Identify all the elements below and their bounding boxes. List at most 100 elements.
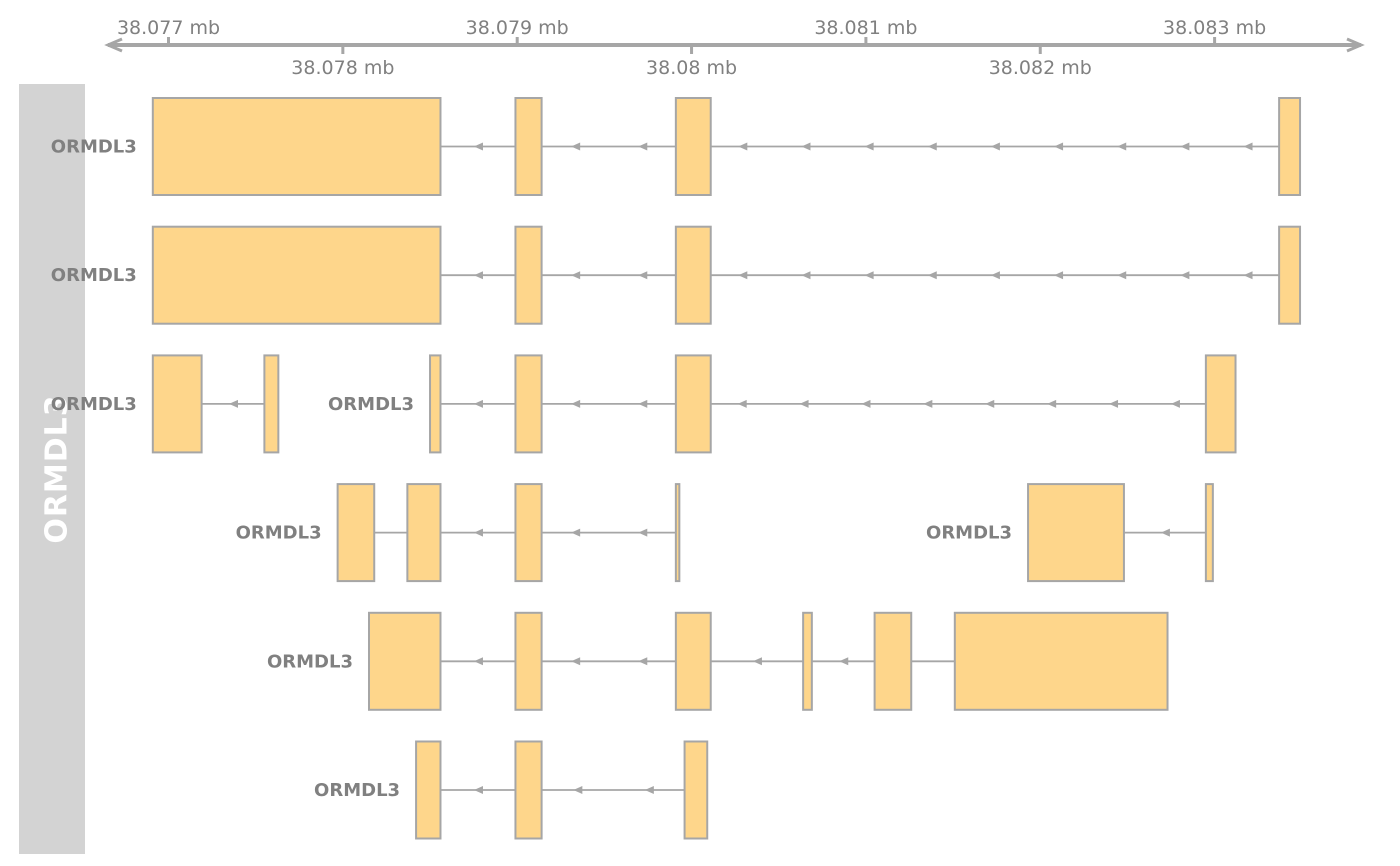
strand-arrow-icon bbox=[737, 399, 747, 408]
transcript: ORMDL3 bbox=[51, 225, 1302, 325]
strand-arrow-icon bbox=[473, 528, 483, 537]
strand-arrow-icon bbox=[473, 399, 483, 408]
transcript-label: ORMDL3 bbox=[236, 523, 322, 544]
strand-arrow-icon bbox=[985, 399, 995, 408]
strand-arrow-icon bbox=[473, 786, 483, 794]
track-title-panel: ORMDL3 bbox=[19, 84, 85, 854]
exon bbox=[1278, 97, 1302, 196]
exon bbox=[674, 97, 712, 196]
exon bbox=[514, 97, 543, 196]
axis-tick-label: 38.078 mb bbox=[291, 57, 394, 79]
strand-arrow-icon bbox=[638, 271, 648, 280]
strand-arrow-icon bbox=[571, 657, 581, 666]
transcript: ORMDL3 bbox=[236, 483, 681, 583]
exon bbox=[674, 225, 712, 325]
exon bbox=[151, 354, 203, 454]
transcript-label: ORMDL3 bbox=[51, 137, 137, 158]
transcript-label: ORMDL3 bbox=[926, 523, 1012, 544]
exon bbox=[514, 354, 543, 454]
exon bbox=[151, 225, 442, 325]
strand-arrow-icon bbox=[927, 271, 937, 280]
strand-arrow-icon bbox=[473, 271, 483, 280]
strand-arrow-icon bbox=[801, 271, 811, 280]
strand-arrow-icon bbox=[638, 657, 648, 666]
strand-arrow-icon bbox=[1047, 399, 1057, 408]
exon bbox=[802, 611, 813, 711]
strand-arrow-icon bbox=[571, 399, 581, 408]
strand-arrow-icon bbox=[1117, 271, 1127, 280]
genome-axis: 38.077 mb 38.078 mb 38.079 mb 38.08 mb 38.08… bbox=[104, 17, 1365, 79]
transcript: ORMDL3 bbox=[328, 354, 1237, 454]
axis-tick-label: 38.083 mb bbox=[1163, 17, 1266, 39]
exon bbox=[1204, 483, 1214, 583]
exon bbox=[683, 740, 709, 840]
axis-tick-label: 38.077 mb bbox=[117, 17, 220, 39]
exon bbox=[1204, 354, 1237, 454]
strand-arrow-icon bbox=[927, 142, 937, 151]
strand-arrow-icon bbox=[1117, 142, 1127, 151]
transcript-label: ORMDL3 bbox=[328, 394, 414, 415]
strand-arrow-icon bbox=[990, 142, 1000, 151]
axis-tick-label: 38.079 mb bbox=[466, 17, 569, 39]
track-title-background bbox=[19, 84, 85, 854]
exon bbox=[406, 483, 442, 583]
strand-arrow-icon bbox=[864, 271, 874, 280]
exon bbox=[674, 611, 712, 711]
strand-arrow-icon bbox=[861, 399, 871, 408]
strand-arrow-icon bbox=[990, 271, 1000, 280]
strand-arrow-icon bbox=[644, 786, 654, 794]
track-title: ORMDL3 bbox=[40, 394, 75, 543]
exon bbox=[1278, 225, 1302, 325]
axis-tick-label: 38.081 mb bbox=[814, 17, 917, 39]
strand-arrow-icon bbox=[1160, 528, 1170, 537]
exon bbox=[336, 483, 376, 583]
transcript-label: ORMDL3 bbox=[51, 265, 137, 286]
transcript-label: ORMDL3 bbox=[51, 394, 137, 415]
strand-arrow-icon bbox=[864, 142, 874, 151]
transcript: ORMDL3 bbox=[926, 483, 1214, 583]
exon bbox=[873, 611, 913, 711]
transcript: ORMDL3 bbox=[314, 740, 709, 840]
strand-arrow-icon bbox=[1243, 271, 1253, 280]
strand-arrow-icon bbox=[1170, 399, 1180, 408]
strand-arrow-icon bbox=[229, 399, 239, 408]
transcript: ORMDL3 bbox=[267, 611, 1169, 711]
strand-arrow-icon bbox=[799, 399, 809, 408]
strand-arrow-icon bbox=[571, 271, 581, 280]
transcript-label: ORMDL3 bbox=[267, 651, 353, 672]
strand-arrow-icon bbox=[473, 142, 483, 151]
strand-arrow-icon bbox=[571, 528, 581, 537]
transcript-list: ORMDL3 ORMDL3 ORMDL3 ORMDL3 ORMDL3 ORMDL3 ORMD… bbox=[51, 97, 1302, 840]
strand-arrow-icon bbox=[801, 142, 811, 151]
exon bbox=[415, 740, 442, 840]
strand-arrow-icon bbox=[1109, 399, 1119, 408]
strand-arrow-icon bbox=[473, 657, 483, 666]
exon bbox=[429, 354, 442, 454]
axis-arrow-right-icon bbox=[1346, 37, 1365, 53]
exon bbox=[368, 611, 442, 711]
strand-arrow-icon bbox=[638, 142, 648, 151]
axis-tick-label: 38.08 mb bbox=[646, 57, 737, 79]
strand-arrow-icon bbox=[752, 657, 762, 666]
strand-arrow-icon bbox=[923, 399, 933, 408]
exon bbox=[953, 611, 1169, 711]
axis-arrow-left-icon bbox=[104, 37, 123, 53]
exon bbox=[514, 740, 543, 840]
exon bbox=[514, 225, 543, 325]
exon bbox=[1027, 483, 1125, 583]
exon bbox=[263, 354, 280, 454]
strand-arrow-icon bbox=[738, 271, 748, 280]
strand-arrow-icon bbox=[638, 528, 648, 537]
exon bbox=[514, 611, 543, 711]
axis-tick-label: 38.082 mb bbox=[989, 57, 1092, 79]
exon bbox=[151, 97, 442, 196]
transcript-label: ORMDL3 bbox=[314, 780, 400, 801]
strand-arrow-icon bbox=[1180, 271, 1190, 280]
strand-arrow-icon bbox=[1243, 142, 1253, 151]
strand-arrow-icon bbox=[1054, 142, 1064, 151]
strand-arrow-icon bbox=[1054, 271, 1064, 280]
exon bbox=[514, 483, 543, 583]
transcript: ORMDL3 bbox=[51, 97, 1302, 196]
exon bbox=[674, 483, 681, 583]
strand-arrow-icon bbox=[571, 142, 581, 151]
